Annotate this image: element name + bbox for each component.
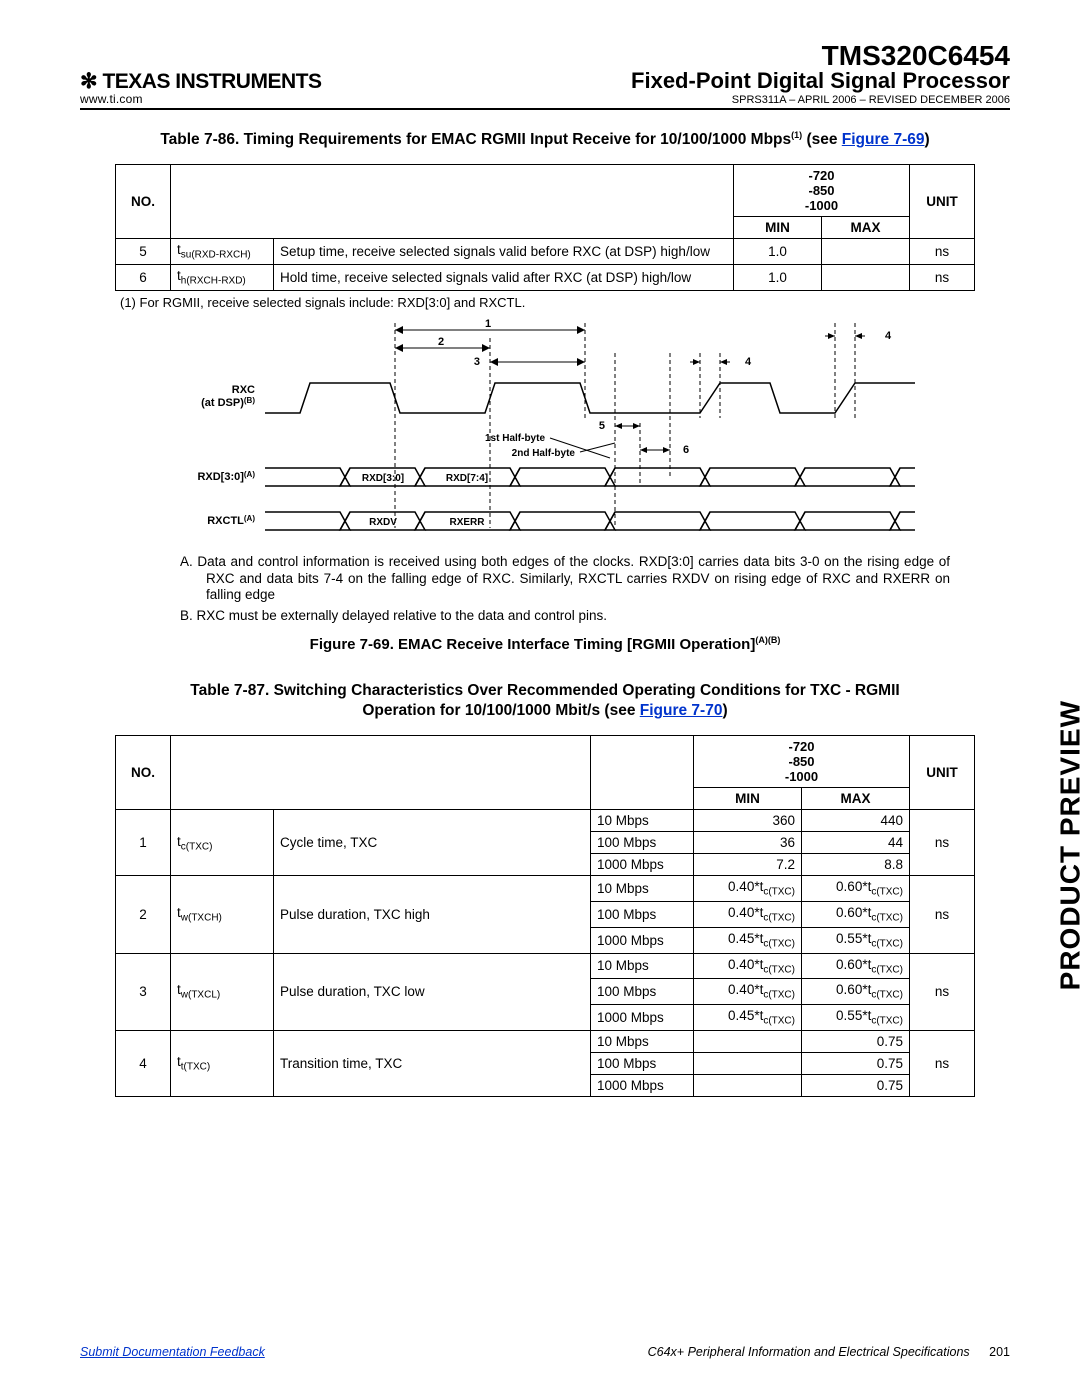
svg-text:4: 4 <box>745 356 752 368</box>
col-param <box>171 736 591 810</box>
table-row: 3tw(TXCL)Pulse duration, TXC low10 Mbps0… <box>116 953 975 979</box>
svg-text:2nd Half-byte: 2nd Half-byte <box>512 448 576 459</box>
page-header: ✻ TEXAS INSTRUMENTS www.ti.com TMS320C64… <box>80 40 1010 110</box>
footer-section: C64x+ Peripheral Information and Electri… <box>648 1345 970 1359</box>
col-rate <box>591 736 694 810</box>
svg-text:RXERR: RXERR <box>449 517 485 528</box>
table-row: 5 tsu(RXD-RXCH) Setup time, receive sele… <box>116 239 975 265</box>
doc-revision: SPRS311A – APRIL 2006 – REVISED DECEMBER… <box>631 94 1010 106</box>
svg-text:6: 6 <box>683 444 689 456</box>
company-url[interactable]: www.ti.com <box>80 92 321 106</box>
svg-text:1st Half-byte: 1st Half-byte <box>485 433 545 444</box>
col-max: MAX <box>802 788 910 810</box>
table-row: 2tw(TXCH)Pulse duration, TXC high10 Mbps… <box>116 876 975 902</box>
table-87: NO. -720 -850 -1000 UNIT MIN MAX 1tc(TXC… <box>115 735 975 1096</box>
company-logo-text: ✻ TEXAS INSTRUMENTS <box>80 69 321 94</box>
col-unit: UNIT <box>910 736 975 810</box>
page-number: 201 <box>989 1345 1010 1359</box>
svg-text:4: 4 <box>885 330 892 342</box>
svg-text:RXD[3:0](A): RXD[3:0](A) <box>197 470 255 483</box>
table-row: 4tt(TXC)Transition time, TXC10 Mbps0.75n… <box>116 1030 975 1052</box>
title-block: TMS320C6454 Fixed-Point Digital Signal P… <box>631 40 1010 106</box>
note-b: B. RXC must be externally delayed relati… <box>180 608 950 625</box>
svg-text:(at DSP)(B): (at DSP)(B) <box>201 396 255 409</box>
timing-diagram: 1 2 3 4 4 RXC (at DSP)(B) 5 <box>145 318 945 548</box>
svg-text:1: 1 <box>485 318 491 330</box>
col-min: MIN <box>694 788 802 810</box>
svg-text:RXD[7:4]: RXD[7:4] <box>446 473 488 484</box>
chip-subtitle: Fixed-Point Digital Signal Processor <box>631 68 1010 94</box>
table-86: NO. -720 -850 -1000 UNIT MIN MAX 5 tsu(R… <box>115 164 975 290</box>
logo-block: ✻ TEXAS INSTRUMENTS www.ti.com <box>80 69 321 106</box>
col-no: NO. <box>116 736 171 810</box>
rxctl-lane <box>265 512 915 530</box>
figure-ref-69[interactable]: Figure 7-69 <box>842 131 925 148</box>
table-86-title: Table 7-86. Timing Requirements for EMAC… <box>80 130 1010 150</box>
table-87-title: Table 7-87. Switching Characteristics Ov… <box>80 681 1010 721</box>
figure-ref-70[interactable]: Figure 7-70 <box>640 702 723 719</box>
svg-text:2: 2 <box>438 336 444 348</box>
figure-69-caption: Figure 7-69. EMAC Receive Interface Timi… <box>80 635 1010 653</box>
table-row: 1tc(TXC)Cycle time, TXC10 Mbps360440ns <box>116 810 975 832</box>
col-param <box>171 165 734 239</box>
svg-text:RXD[3:0]: RXD[3:0] <box>362 473 404 484</box>
svg-text:3: 3 <box>474 356 480 368</box>
side-label: PRODUCT PREVIEW <box>1054 700 1080 990</box>
col-min: MIN <box>734 217 822 239</box>
svg-text:RXCTL(A): RXCTL(A) <box>207 514 255 527</box>
table-86-footnote: (1) For RGMII, receive selected signals … <box>120 295 1010 310</box>
note-a: A. Data and control information is recei… <box>180 554 950 605</box>
table-row: 6 th(RXCH-RXD) Hold time, receive select… <box>116 264 975 290</box>
figure-notes: A. Data and control information is recei… <box>180 554 950 626</box>
page-footer: Submit Documentation Feedback C64x+ Peri… <box>80 1345 1010 1359</box>
col-unit: UNIT <box>910 165 975 239</box>
col-no: NO. <box>116 165 171 239</box>
col-speed: -720 -850 -1000 <box>734 165 910 217</box>
svg-text:RXDV: RXDV <box>369 517 397 528</box>
col-max: MAX <box>822 217 910 239</box>
svg-text:RXC: RXC <box>232 384 255 396</box>
col-speed: -720 -850 -1000 <box>694 736 910 788</box>
svg-text:5: 5 <box>599 420 605 432</box>
feedback-link[interactable]: Submit Documentation Feedback <box>80 1345 265 1359</box>
